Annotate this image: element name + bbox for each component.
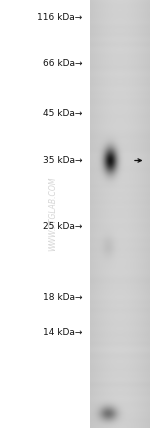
Text: 35 kDa→: 35 kDa→ xyxy=(43,156,82,165)
Text: 45 kDa→: 45 kDa→ xyxy=(43,109,82,118)
Text: WWW.PTGLAB.COM: WWW.PTGLAB.COM xyxy=(48,177,57,251)
Text: 18 kDa→: 18 kDa→ xyxy=(43,293,82,302)
Text: 25 kDa→: 25 kDa→ xyxy=(43,222,82,232)
Bar xyxy=(0,0,90,428)
Text: 14 kDa→: 14 kDa→ xyxy=(43,328,82,338)
Text: 66 kDa→: 66 kDa→ xyxy=(43,59,82,68)
Text: 116 kDa→: 116 kDa→ xyxy=(37,13,82,23)
